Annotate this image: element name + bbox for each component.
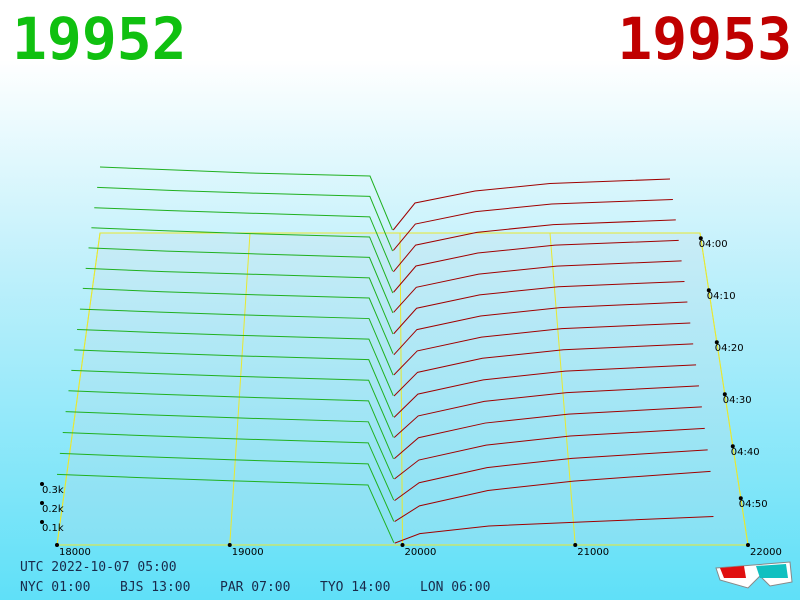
- asks-depth-line: [394, 516, 714, 544]
- utc-time: UTC 2022-10-07 05:00: [20, 560, 177, 575]
- 3d-glasses-icon[interactable]: [715, 561, 793, 589]
- x-tick-dot: [573, 543, 578, 547]
- bids-depth-line: [85, 267, 394, 335]
- bids-depth-line: [79, 308, 394, 376]
- bids-depth-line: [62, 431, 395, 501]
- bids-depth-line: [91, 227, 394, 294]
- x-grid-line: [549, 232, 576, 546]
- bids-depth-line: [68, 390, 394, 460]
- time-tick-label: 04:40: [731, 447, 760, 458]
- z-tick-dot: [40, 520, 44, 524]
- time-tick-label: 04:00: [699, 239, 728, 250]
- z-tick-dot: [40, 482, 44, 486]
- x-tick-dot: [55, 543, 59, 547]
- city-time: TYO 14:00: [320, 580, 391, 595]
- bids-depth-line: [99, 166, 393, 231]
- bids-depth-line: [65, 411, 395, 480]
- time-tick-label: 04:20: [715, 343, 744, 354]
- bids-depth-line: [94, 207, 394, 272]
- x-grid-line: [229, 232, 251, 546]
- bid-price: 19952: [12, 5, 187, 73]
- x-tick-dot: [746, 543, 750, 547]
- city-time: LON 06:00: [420, 580, 491, 595]
- asks-depth-line: [393, 322, 691, 376]
- time-tick-dot: [698, 236, 703, 241]
- time-tick-label: 04:30: [723, 395, 752, 406]
- time-tick-dot: [706, 288, 711, 293]
- bids-depth-line: [59, 452, 395, 522]
- asks-depth-line: [392, 178, 671, 231]
- z-tick-label: 0.3k: [42, 485, 64, 496]
- x-tick-label: 22000: [750, 547, 782, 558]
- time-tick-dot: [714, 340, 719, 345]
- city-time: NYC 01:00: [20, 580, 91, 595]
- asks-depth-line: [394, 449, 708, 502]
- city-time: BJS 13:00: [120, 580, 191, 595]
- city-time: PAR 07:00: [220, 580, 291, 595]
- z-tick-dot: [40, 501, 44, 505]
- time-tick-dot: [730, 444, 735, 449]
- x-grid-line: [56, 232, 101, 546]
- asks-depth-line: [394, 427, 705, 480]
- time-tick-label: 04:10: [707, 291, 736, 302]
- bids-depth-line: [77, 328, 394, 396]
- time-tick-dot: [738, 496, 743, 501]
- time-tick-dot: [722, 392, 727, 397]
- z-tick-label: 0.1k: [42, 523, 64, 534]
- bids-depth-line: [82, 287, 394, 354]
- asks-depth-line: [393, 385, 699, 438]
- x-tick-dot: [400, 543, 405, 547]
- asks-depth-line: [394, 406, 702, 459]
- x-tick-label: 20000: [405, 547, 437, 558]
- x-tick-label: 18000: [59, 547, 91, 558]
- bids-depth-line: [97, 186, 394, 252]
- z-tick-label: 0.2k: [42, 504, 64, 515]
- x-tick-label: 21000: [577, 547, 609, 558]
- asks-depth-line: [393, 280, 685, 335]
- ask-price: 19953: [617, 5, 792, 73]
- asks-depth-line: [392, 198, 673, 251]
- x-tick-dot: [227, 543, 232, 547]
- asks-depth-line: [394, 470, 711, 522]
- bids-depth-line: [71, 369, 394, 438]
- bids-depth-line: [88, 247, 394, 314]
- bids-depth-line: [56, 473, 395, 543]
- asks-depth-line: [393, 260, 682, 313]
- asks-depth-line: [393, 343, 694, 397]
- time-tick-label: 04:50: [739, 499, 768, 510]
- asks-depth-line: [393, 364, 697, 418]
- asks-depth-line: [393, 239, 679, 293]
- x-grid-line: [699, 232, 749, 546]
- asks-depth-line: [393, 219, 676, 273]
- bids-depth-line: [74, 349, 394, 418]
- asks-depth-line: [393, 301, 688, 356]
- x-tick-label: 19000: [232, 547, 264, 558]
